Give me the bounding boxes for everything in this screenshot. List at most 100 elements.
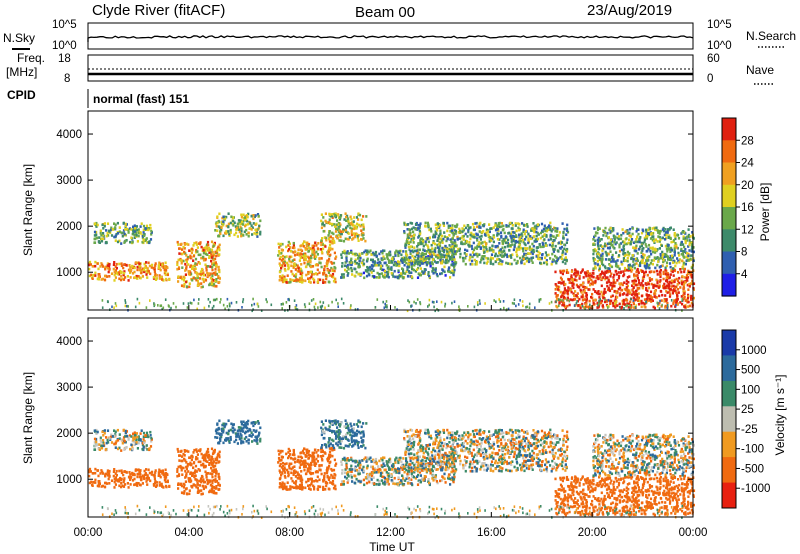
echo-cell xyxy=(493,299,495,302)
echo-cell xyxy=(353,224,356,228)
echo-cell xyxy=(454,241,457,244)
echo-cell xyxy=(517,303,520,306)
echo-cell xyxy=(147,227,150,230)
echo-cell xyxy=(510,236,513,240)
echo-cell xyxy=(597,304,599,307)
echo-cell xyxy=(676,257,679,260)
echo-cell xyxy=(624,252,627,255)
echo-cell xyxy=(322,281,325,284)
echo-cell xyxy=(108,437,111,440)
echo-cell xyxy=(231,216,234,219)
echo-cell xyxy=(564,256,567,259)
nsky-tick-top: 10^5 xyxy=(52,19,77,31)
nsky-strip-frame xyxy=(87,22,694,50)
echo-cell xyxy=(647,232,650,235)
echo-cell xyxy=(684,248,687,251)
echo-cell xyxy=(301,271,304,275)
echo-cell xyxy=(334,257,337,260)
echo-cell xyxy=(670,248,673,252)
echo-cell xyxy=(122,266,125,270)
echo-cell xyxy=(200,285,203,289)
echo-cell xyxy=(136,277,139,280)
echo-cell xyxy=(632,306,635,309)
echo-cell xyxy=(620,263,623,266)
echo-cell xyxy=(560,245,563,249)
echo-cell xyxy=(347,232,350,235)
echo-cell xyxy=(419,237,423,241)
echo-cell xyxy=(328,257,331,261)
echo-cell xyxy=(675,303,677,307)
echo-cell xyxy=(683,290,686,293)
echo-cell xyxy=(187,243,190,246)
echo-cell xyxy=(684,262,687,266)
echo-cell xyxy=(598,299,600,303)
echo-cell xyxy=(678,258,681,261)
echo-cell xyxy=(635,293,639,296)
echo-cell xyxy=(101,265,105,268)
echo-cell xyxy=(551,228,554,231)
echo-cell xyxy=(299,280,302,283)
echo-cell xyxy=(162,306,165,310)
echo-cell xyxy=(536,223,539,226)
echo-cell xyxy=(366,259,369,262)
echo-cell xyxy=(187,272,190,276)
echo-cell xyxy=(524,257,527,260)
echo-cell xyxy=(211,306,214,310)
echo-cell xyxy=(511,224,514,227)
echo-cell xyxy=(383,273,386,277)
echo-cell xyxy=(235,231,238,235)
echo-cell xyxy=(204,263,207,267)
echo-cell xyxy=(114,483,117,486)
echo-cell xyxy=(482,249,485,252)
echo-cell xyxy=(97,273,100,276)
echo-cell xyxy=(627,269,630,272)
echo-cell xyxy=(148,471,151,475)
echo-cell xyxy=(124,446,127,450)
echo-cell xyxy=(230,215,233,219)
echo-cell xyxy=(604,266,607,270)
echo-cell xyxy=(585,294,588,298)
echo-cell xyxy=(362,258,365,262)
echo-cell xyxy=(239,220,242,223)
echo-cell xyxy=(527,232,530,236)
echo-cell xyxy=(588,274,591,277)
echo-cell xyxy=(498,242,501,245)
echo-cell xyxy=(646,235,649,238)
echo-cell xyxy=(362,232,365,235)
echo-cell xyxy=(94,237,97,241)
echo-cell xyxy=(641,228,644,232)
echo-cell xyxy=(191,266,194,269)
echo-cell xyxy=(652,250,655,254)
echo-cell xyxy=(690,266,693,270)
echo-cell xyxy=(141,443,144,447)
echo-cell xyxy=(146,276,149,279)
echo-cell xyxy=(438,252,441,255)
echo-cell xyxy=(563,304,566,307)
echo-cell xyxy=(387,275,390,279)
echo-cell xyxy=(139,225,142,228)
echo-cell xyxy=(521,247,524,250)
echo-cell xyxy=(679,286,682,289)
echo-cell xyxy=(356,235,359,238)
echo-cell xyxy=(162,471,165,475)
echo-cell xyxy=(297,251,300,255)
echo-cell xyxy=(563,243,566,247)
echo-cell xyxy=(88,469,91,472)
echo-cell xyxy=(123,232,126,236)
echo-cell xyxy=(608,258,612,261)
echo-cell xyxy=(669,257,672,260)
echo-cell xyxy=(562,291,565,294)
echo-cell xyxy=(529,248,532,251)
echo-cell xyxy=(518,243,521,247)
echo-cell xyxy=(94,260,97,264)
echo-cell xyxy=(104,472,107,476)
echo-cell xyxy=(225,230,228,233)
echo-cell xyxy=(443,231,446,234)
echo-cell xyxy=(476,239,479,242)
echo-cell xyxy=(659,279,662,282)
echo-cell xyxy=(584,307,586,310)
echo-cell xyxy=(647,266,650,269)
echo-cell xyxy=(574,268,577,271)
echo-cell xyxy=(330,274,333,278)
echo-cell xyxy=(243,230,246,234)
